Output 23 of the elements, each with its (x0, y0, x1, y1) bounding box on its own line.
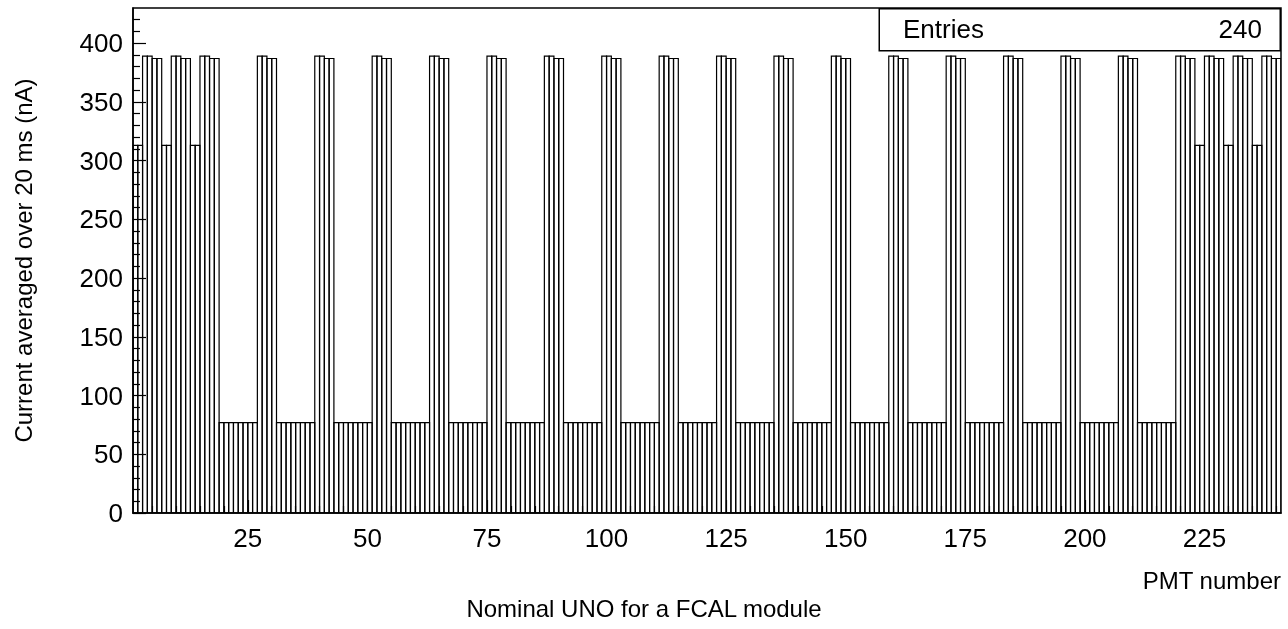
x-tick-label: 225 (1182, 523, 1227, 553)
annotation: 240 (1218, 14, 1262, 44)
y-tick-label: 100 (79, 380, 123, 411)
x-axis-title: PMT number (1142, 566, 1281, 594)
y-tick-label: 300 (79, 145, 123, 176)
y-tick-label: 200 (79, 263, 123, 294)
y-tick-label: 250 (79, 204, 123, 235)
annotation: Entries (903, 14, 984, 44)
x-tick-label: 25 (233, 523, 263, 553)
x-tick-label: 50 (352, 523, 382, 553)
x-tick-label: 100 (584, 523, 629, 553)
text: Nominal UNO for a FCAL module (466, 594, 822, 622)
y-tick-label: 50 (94, 439, 123, 470)
y-tick-label: 150 (79, 321, 123, 352)
y-tick-label: 350 (79, 86, 123, 117)
x-tick-label: 200 (1063, 523, 1107, 553)
x-tick-label: 150 (824, 523, 868, 553)
y-axis-title: Current averaged over 20 ms (nA) (9, 78, 37, 443)
x-tick-label: 125 (704, 523, 748, 553)
x-tick-label: 75 (472, 523, 502, 553)
y-tick-label: 0 (108, 498, 123, 528)
y-tick-label: 400 (79, 28, 123, 59)
x-tick-label: 175 (943, 523, 987, 553)
